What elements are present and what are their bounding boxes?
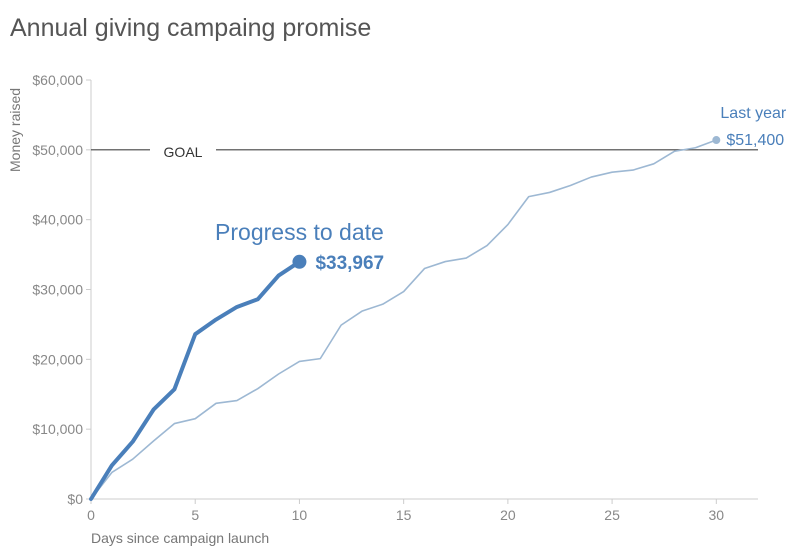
- progress-annotation-title: Progress to date: [215, 219, 384, 245]
- y-tick-label: $30,000: [32, 282, 83, 298]
- x-tick-label: 10: [292, 507, 308, 523]
- x-axis-label: Days since campaign launch: [91, 530, 269, 546]
- last-year-end-point: [712, 136, 721, 145]
- series-line-progress: [89, 259, 302, 501]
- last-year-annotation-value: $51,400: [726, 132, 784, 149]
- progress-annotation-value: $33,967: [315, 253, 384, 274]
- progress-end-point: [292, 254, 307, 269]
- axes: $0 $10,000 $20,000 $30,000 $40,000 $50,000 $60…: [32, 72, 758, 523]
- y-tick-label: $40,000: [32, 212, 83, 228]
- y-tick-label: $20,000: [32, 351, 83, 367]
- series-group: [89, 136, 721, 501]
- y-tick-label: $0: [67, 491, 83, 507]
- series-line-last-year: [90, 139, 717, 500]
- y-tick-label: $50,000: [32, 142, 83, 158]
- x-tick-label: 25: [604, 507, 620, 523]
- x-tick-label: 5: [191, 507, 199, 523]
- x-tick-label: 0: [87, 507, 95, 523]
- last-year-annotation-title: Last year: [720, 105, 786, 122]
- x-tick-label: 20: [500, 507, 516, 523]
- x-tick-label: 30: [709, 507, 725, 523]
- annotations: Progress to date $33,967 Last year $51,400: [215, 105, 787, 274]
- y-tick-label: $60,000: [32, 72, 83, 88]
- goal-label: GOAL: [164, 144, 203, 160]
- y-tick-label: $10,000: [32, 421, 83, 437]
- y-axis-label: Money raised: [7, 88, 23, 172]
- chart-title: Annual giving campaing promise: [10, 14, 371, 42]
- x-tick-label: 15: [396, 507, 412, 523]
- goal-line-group: GOAL: [91, 144, 758, 160]
